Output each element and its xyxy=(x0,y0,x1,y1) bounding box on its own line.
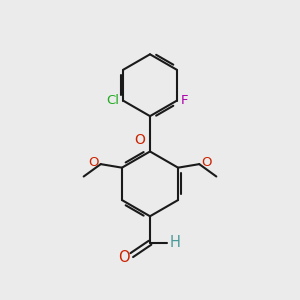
Text: O: O xyxy=(88,157,98,169)
Text: Cl: Cl xyxy=(107,94,120,107)
Text: O: O xyxy=(118,250,130,265)
Text: O: O xyxy=(134,133,145,147)
Text: O: O xyxy=(202,157,212,169)
Text: H: H xyxy=(170,235,181,250)
Text: F: F xyxy=(180,94,188,107)
